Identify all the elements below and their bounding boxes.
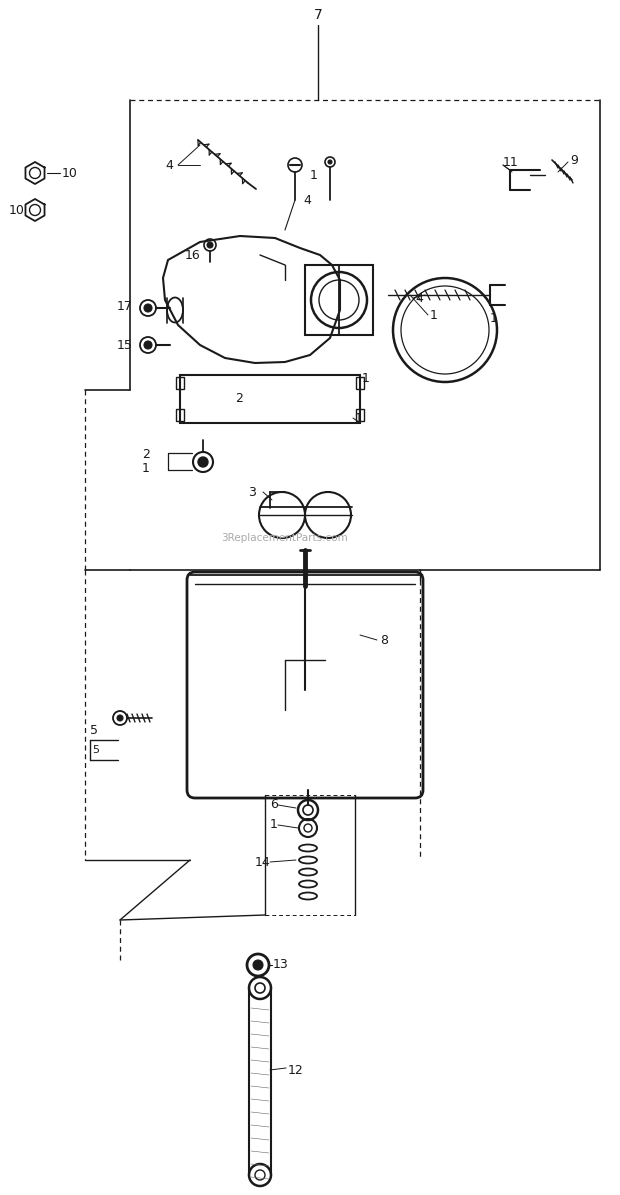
Text: 9: 9 [570, 153, 578, 166]
Text: 2: 2 [142, 447, 150, 460]
Text: 2: 2 [235, 392, 243, 404]
Text: 5: 5 [90, 723, 98, 736]
Text: 11: 11 [503, 155, 519, 168]
Text: 5: 5 [92, 744, 99, 755]
Text: 3: 3 [248, 485, 256, 498]
Text: 4: 4 [165, 159, 173, 172]
Text: 4: 4 [415, 292, 423, 305]
Text: 12: 12 [288, 1064, 304, 1077]
Circle shape [328, 160, 332, 164]
Text: 17: 17 [117, 300, 133, 313]
Text: 4: 4 [303, 194, 311, 207]
Bar [176, 376, 184, 390]
Circle shape [253, 960, 263, 970]
Text: 3ReplacementParts.com: 3ReplacementParts.com [221, 533, 348, 543]
Text: 1: 1 [310, 168, 318, 182]
Bar [356, 376, 364, 390]
Bar [176, 409, 184, 421]
Text: 10: 10 [9, 203, 25, 216]
Text: 14: 14 [254, 856, 270, 869]
Text: 1: 1 [362, 372, 370, 385]
Circle shape [198, 456, 208, 467]
Bar [356, 409, 364, 421]
Bar [180, 375, 360, 423]
Text: 7: 7 [314, 8, 322, 22]
Text: 8: 8 [380, 633, 388, 646]
Text: 1: 1 [270, 819, 278, 832]
Text: 1: 1 [430, 308, 438, 321]
Text: 1: 1 [142, 461, 150, 474]
Text: 16: 16 [185, 249, 201, 262]
Text: 1: 1 [355, 411, 363, 424]
Circle shape [144, 341, 152, 349]
Text: 1: 1 [490, 312, 498, 325]
Text: 13: 13 [273, 958, 289, 972]
Bar [305, 265, 373, 335]
Circle shape [117, 715, 123, 721]
Text: 10: 10 [62, 166, 78, 179]
Text: 6: 6 [270, 798, 278, 811]
Text: 15: 15 [117, 338, 133, 351]
Circle shape [207, 243, 213, 249]
Circle shape [144, 304, 152, 312]
